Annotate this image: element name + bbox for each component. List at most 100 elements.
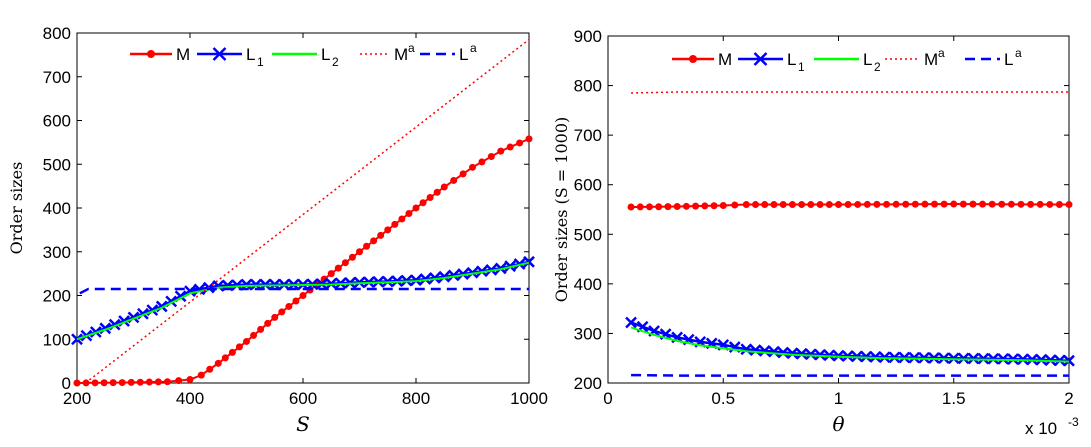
data-point (770, 201, 778, 209)
y-tick-label: 600 (574, 176, 602, 195)
data-point (292, 297, 300, 305)
legend-subscript: 2 (874, 60, 881, 74)
data-point (749, 344, 762, 356)
data-point (625, 316, 637, 329)
y-tick-label: 200 (43, 287, 71, 306)
data-point (719, 202, 727, 210)
data-point (271, 313, 279, 321)
data-point (863, 200, 871, 208)
data-point (911, 200, 919, 208)
data-point (334, 264, 342, 272)
data-point (459, 170, 467, 178)
data-point (940, 200, 948, 208)
legend-label: L (321, 45, 330, 64)
data-point (873, 200, 881, 208)
data-point (998, 200, 1006, 208)
legend-marker (689, 55, 697, 63)
data-point (1007, 200, 1015, 208)
legend-label: M (176, 45, 190, 64)
data-point (892, 200, 900, 208)
data-point (1046, 200, 1054, 208)
series-l1 (71, 255, 535, 346)
data-point (127, 378, 135, 386)
data-point (73, 379, 81, 387)
y-tick-label: 0 (62, 374, 71, 393)
legend-item: M (672, 50, 732, 69)
x-tick-label: 200 (63, 389, 91, 408)
data-point (243, 337, 250, 345)
legend-marker (753, 52, 768, 66)
x-scale-base: x 10 (1025, 419, 1057, 438)
data-point (835, 201, 842, 209)
y-tick-label: 400 (574, 275, 602, 294)
data-point (950, 200, 958, 208)
data-point (257, 325, 265, 333)
data-point (798, 201, 806, 209)
data-point (752, 201, 760, 209)
x-axis-label: S (296, 412, 310, 436)
y-tick-label: 400 (43, 199, 71, 218)
data-point (777, 346, 790, 359)
chart-2: 0 0.5 1 1.5 2 200 300 400 500 600 700 800 900 θ Order … (552, 27, 1079, 438)
series-ma (631, 91, 1069, 94)
data-point (636, 203, 644, 211)
data-point (758, 344, 771, 357)
data-point (100, 379, 108, 387)
data-point (497, 147, 505, 155)
data-point (988, 200, 996, 208)
data-point (506, 143, 514, 151)
x-tick-label: 0 (603, 389, 612, 408)
series-ma (85, 38, 530, 384)
legend-label: M (924, 50, 938, 69)
x-tick-label: 1 (834, 389, 843, 408)
series-line (630, 326, 1070, 363)
data-point (487, 153, 495, 161)
series-line (631, 91, 1069, 94)
data-point (221, 354, 229, 362)
series-m (73, 135, 533, 387)
x-tick-label: 2 (1064, 389, 1073, 408)
x-tick-label: 0.5 (711, 389, 735, 408)
series-l1 (625, 316, 1075, 367)
data-point (523, 255, 535, 268)
series-m (627, 200, 1073, 211)
y-tick-label: 800 (574, 77, 602, 96)
data-point (673, 203, 681, 211)
y-axis-label: Order sizes (7, 162, 26, 255)
x-scale-exp: -3 (1068, 415, 1079, 429)
data-point (525, 135, 533, 143)
y-tick-label: 500 (43, 155, 71, 174)
data-point (969, 200, 977, 208)
data-point (692, 202, 700, 210)
data-point (450, 176, 458, 184)
data-point (979, 200, 987, 208)
data-point (883, 200, 891, 208)
data-point (768, 345, 780, 358)
data-point (844, 201, 852, 209)
legend-superscript: a (470, 41, 477, 55)
data-point (469, 163, 476, 171)
series-l2 (630, 326, 1070, 363)
data-point (398, 215, 406, 223)
data-point (779, 201, 787, 209)
data-point (109, 379, 117, 387)
y-tick-label: 600 (43, 112, 71, 131)
data-point (299, 292, 307, 299)
series-line (76, 261, 530, 341)
legend-item: M (130, 45, 190, 64)
series-l2 (76, 261, 530, 341)
data-point (264, 319, 272, 327)
data-point (440, 183, 448, 191)
data-point (682, 202, 690, 210)
data-point (740, 343, 753, 356)
legend-subscript: 1 (257, 55, 264, 69)
data-point (786, 347, 799, 360)
series-line (79, 287, 529, 295)
